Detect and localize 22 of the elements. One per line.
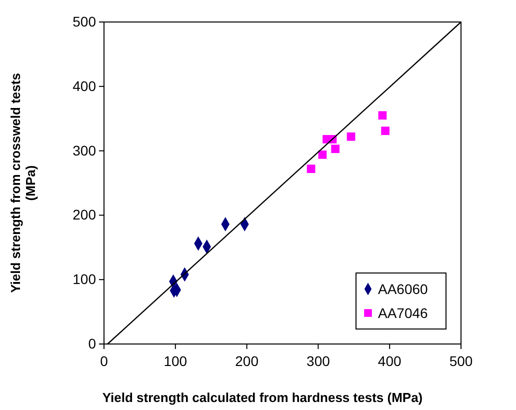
x-tick-label: 400 — [378, 353, 402, 369]
y-tick-label: 100 — [72, 271, 96, 288]
point — [306, 164, 316, 174]
x-tick-label: 100 — [164, 353, 188, 369]
y-tick-label: 0 — [88, 335, 96, 352]
x-tick-label: 200 — [235, 353, 259, 369]
x-tick-label: 300 — [306, 353, 330, 369]
point — [331, 144, 340, 154]
point — [318, 150, 327, 159]
x-tick-label: 500 — [449, 353, 473, 369]
point — [346, 132, 356, 141]
y-tick-label: 400 — [72, 78, 96, 94]
point — [378, 111, 387, 120]
x-tick-label: 0 — [100, 353, 108, 369]
point — [381, 126, 390, 136]
legend-label: AA7046 — [378, 305, 428, 321]
legend-label: AA6060 — [378, 281, 428, 297]
y-tick-label: 500 — [72, 13, 96, 30]
y-axis-title: Yield strength from crossweld tests (MPa) — [8, 73, 38, 293]
y-tick-label: 300 — [72, 142, 96, 158]
y-tick-label: 200 — [72, 206, 96, 223]
x-axis-title: Yield strength calculated from hardness tests (MPa) — [102, 390, 423, 405]
